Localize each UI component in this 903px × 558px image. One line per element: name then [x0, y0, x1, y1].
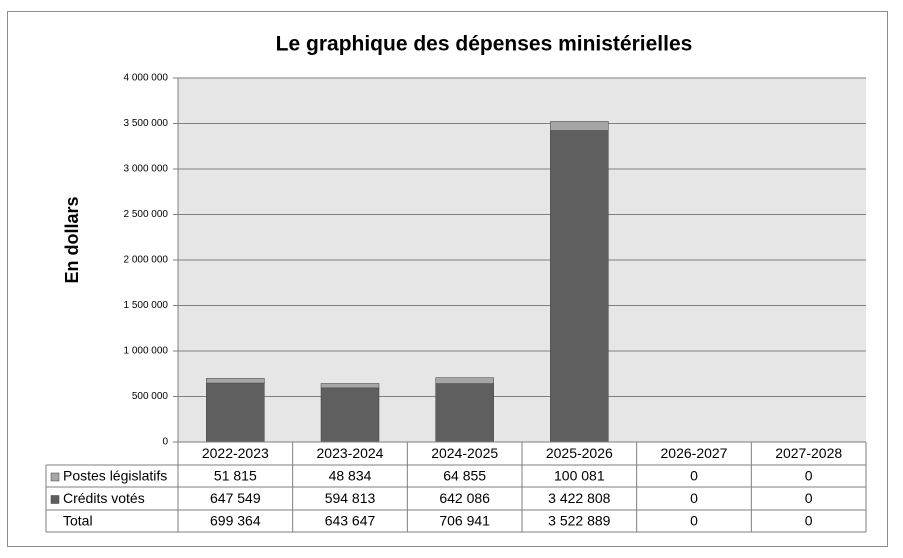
table-cell: 706 941 [439, 513, 490, 529]
legend-label: Postes législatifs [63, 468, 167, 484]
table-cell: 642 086 [439, 490, 490, 506]
bar-segment [435, 383, 494, 443]
bar-segment [206, 378, 265, 384]
y-tick-label: 500 000 [132, 391, 169, 402]
bar-segment [550, 130, 609, 443]
table-cell: 0 [805, 490, 813, 506]
y-tick-label: 4 000 000 [124, 73, 169, 84]
table-cell: 0 [805, 468, 813, 484]
x-tick-label: 2026-2027 [661, 445, 728, 461]
legend-key [50, 495, 60, 504]
y-tick-label: 2 000 000 [124, 255, 169, 266]
x-tick-label: 2024-2025 [431, 445, 498, 461]
y-tick-label: 0 [162, 437, 168, 448]
bar-segment [435, 377, 494, 384]
x-tick-label: 2022-2023 [202, 445, 269, 461]
bar-segment [550, 121, 609, 131]
y-axis-label: En dollars [62, 196, 82, 283]
legend-label: Crédits votés [63, 490, 145, 506]
bar-segment [320, 383, 380, 389]
row-label: Total [63, 513, 93, 529]
y-tick-label: 2 500 000 [124, 209, 169, 220]
table-cell: 3 422 808 [548, 490, 610, 506]
table-cell: 699 364 [210, 513, 261, 529]
y-tick-label: 3 500 000 [124, 118, 169, 129]
table-cell: 0 [690, 513, 698, 529]
x-tick-label: 2023-2024 [317, 445, 384, 461]
table-cell: 64 855 [443, 468, 486, 484]
legend-key [50, 472, 60, 482]
chart-title: Le graphique des dépenses ministérielles [276, 33, 693, 56]
y-tick-label: 1 000 000 [124, 346, 169, 357]
table-cell: 0 [690, 490, 698, 506]
x-tick-label: 2027-2028 [775, 445, 842, 461]
bar-segment [320, 387, 380, 443]
table-cell: 3 522 889 [548, 513, 610, 529]
y-tick-label: 1 500 000 [124, 300, 169, 311]
table-cell: 0 [690, 468, 698, 484]
table-cell: 48 834 [329, 468, 372, 484]
table-cell: 51 815 [214, 468, 257, 484]
bar-segment [206, 382, 265, 443]
table-cell: 100 081 [554, 468, 605, 484]
y-tick-label: 3 000 000 [124, 164, 169, 175]
table-cell: 647 549 [210, 490, 261, 506]
table-cell: 594 813 [325, 490, 376, 506]
table-cell: 0 [805, 513, 813, 529]
x-tick-label: 2025-2026 [546, 445, 613, 461]
table-cell: 643 647 [325, 513, 376, 529]
